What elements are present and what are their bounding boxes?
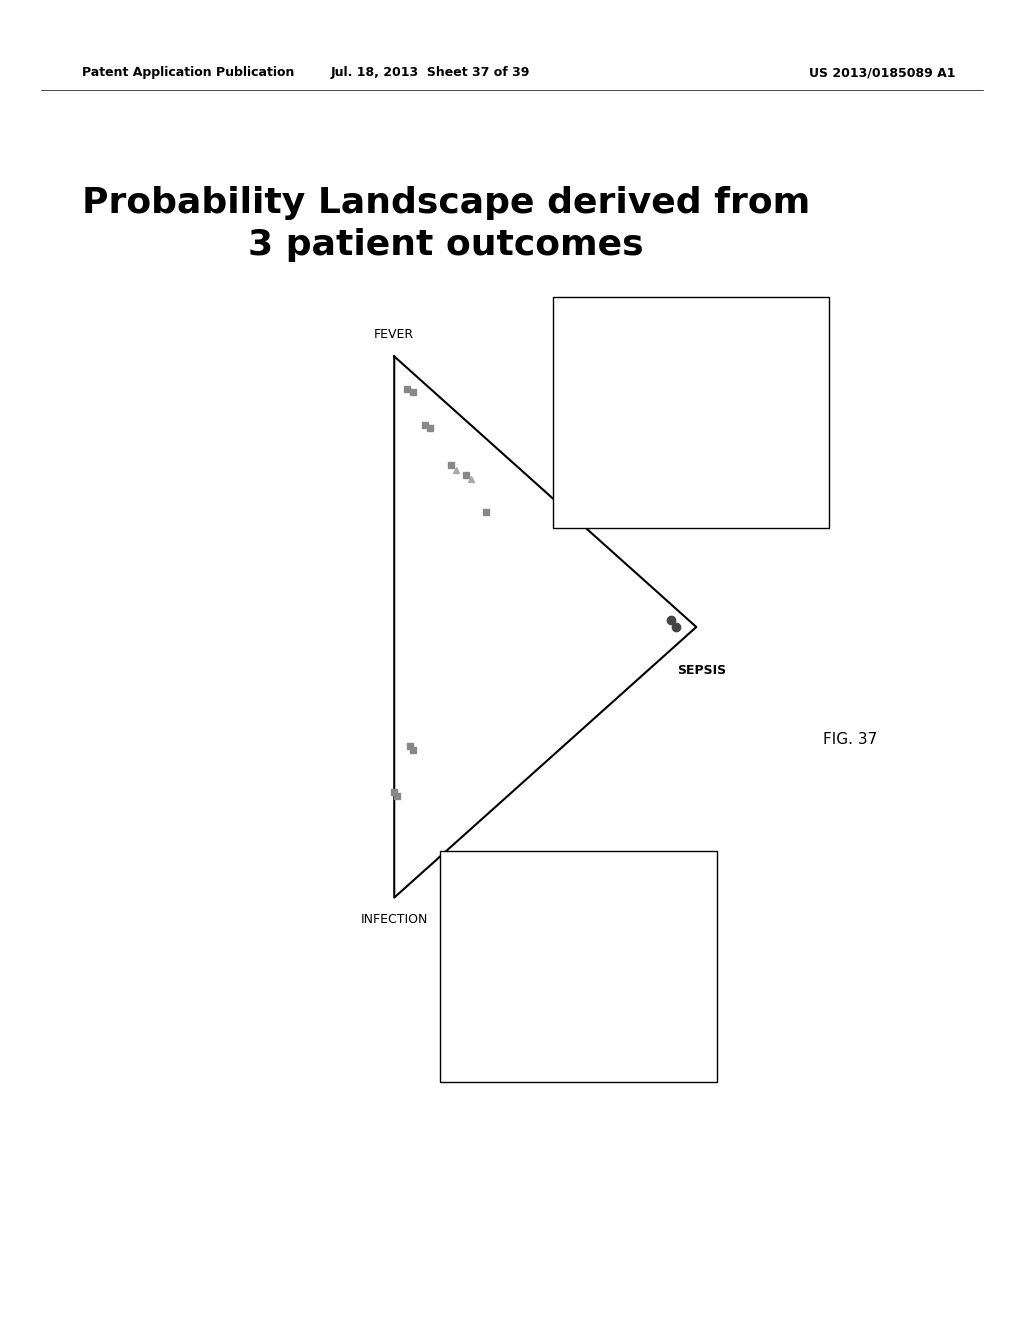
- Text: where j=1,3: where j=1,3: [449, 970, 516, 981]
- Text: Bayesian probability:: Bayesian probability:: [561, 313, 678, 323]
- Text: $D_j^{\,2}(x) = (\mu_j - x)^T \Sigma^{-1}(\mu_j - x)$: $D_j^{\,2}(x) = (\mu_j - x)^T \Sigma^{-1…: [449, 915, 604, 937]
- Bar: [553, 297, 829, 528]
- Text: $\exp(-\,0.5D_j^{\,2}(x))/\Sigma\ \exp(0.5D_x^{\,2}(x))$: $\exp(-\,0.5D_j^{\,2}(x))/\Sigma\ \exp(0…: [561, 409, 722, 426]
- Text: Patent Application Publication: Patent Application Publication: [82, 66, 294, 79]
- Text: INFECTION: INFECTION: [360, 913, 428, 927]
- Text: US 2013/0185089 A1: US 2013/0185089 A1: [809, 66, 955, 79]
- Text: FEVER: FEVER: [374, 327, 415, 341]
- Text: SEPSIS: SEPSIS: [677, 664, 726, 677]
- Text: FIG. 37: FIG. 37: [823, 731, 877, 747]
- Text: $Pr(\hat{j}|x) =$: $Pr(\hat{j}|x) =$: [565, 360, 613, 383]
- Text: Jul. 18, 2013  Sheet 37 of 39: Jul. 18, 2013 Sheet 37 of 39: [331, 66, 529, 79]
- Text: Probability Landscape derived from
3 patient outcomes: Probability Landscape derived from 3 pat…: [82, 186, 810, 263]
- Text: Squared  Mahalanobis  Distance:: Squared Mahalanobis Distance:: [449, 867, 632, 878]
- Bar: [440, 851, 717, 1082]
